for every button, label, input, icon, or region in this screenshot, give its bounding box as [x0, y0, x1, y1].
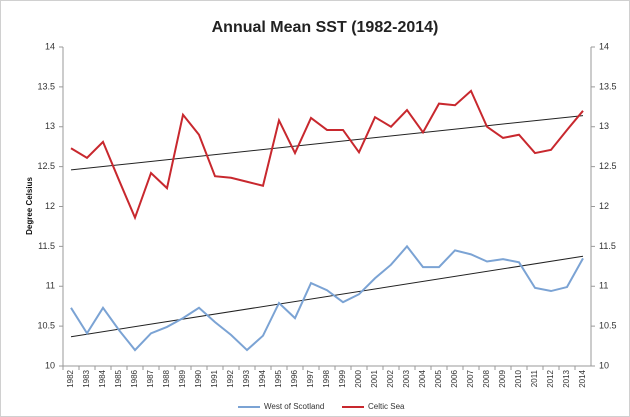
x-tick-label: 1987 [146, 369, 155, 387]
x-tick-label: 2006 [450, 369, 459, 387]
chart-title: Annual Mean SST (1982-2014) [212, 19, 439, 36]
legend-label: Celtic Sea [368, 402, 405, 411]
x-tick-label: 2007 [466, 369, 475, 387]
x-tick-label: 1984 [98, 369, 107, 387]
y2-tick-label: 12.5 [599, 161, 617, 171]
y-axis-label: Degree Celsius [25, 177, 34, 235]
y-tick-label: 12.5 [37, 161, 55, 171]
trendline [70, 255, 584, 338]
y-tick-label: 12 [45, 201, 55, 211]
y-tick-label: 10 [45, 360, 55, 370]
x-tick-label: 1991 [210, 369, 219, 387]
x-tick-label: 1989 [178, 369, 187, 387]
x-tick-label: 1988 [162, 369, 171, 387]
y2-tick-label: 14 [599, 41, 609, 51]
x-tick-label: 1998 [322, 369, 331, 387]
y2-tick-label: 11.5 [599, 241, 616, 251]
series-line [70, 244, 584, 352]
x-tick-label: 2001 [370, 369, 379, 387]
x-tick-label: 2011 [530, 369, 539, 387]
x-tick-label: 1996 [290, 369, 299, 387]
y-tick-label: 11 [46, 281, 55, 291]
x-tick-label: 1985 [114, 369, 123, 387]
y2-tick-label: 11 [599, 281, 608, 291]
x-tick-label: 2014 [578, 369, 587, 387]
x-tick-label: 1982 [66, 369, 75, 387]
x-tick-label: 2000 [354, 369, 363, 387]
y2-tick-label: 12 [599, 201, 609, 211]
x-tick-label: 2004 [418, 369, 427, 387]
y-tick-label: 13 [45, 121, 55, 131]
x-tick-label: 1995 [274, 369, 283, 387]
x-tick-label: 1999 [338, 369, 347, 387]
x-tick-label: 2009 [498, 369, 507, 387]
y2-tick-label: 10 [599, 360, 609, 370]
y-tick-label: 14 [45, 41, 55, 51]
x-tick-label: 2008 [482, 369, 491, 387]
y-tick-label: 11.5 [38, 241, 55, 251]
x-tick-label: 1992 [226, 369, 235, 387]
legend-label: West of Scotland [264, 402, 324, 411]
y2-tick-label: 10.5 [599, 321, 617, 331]
x-tick-label: 2012 [546, 369, 555, 387]
x-tick-label: 1997 [306, 369, 315, 387]
x-tick-label: 2003 [402, 369, 411, 387]
x-tick-label: 1990 [194, 369, 203, 387]
y2-tick-label: 13 [599, 121, 609, 131]
x-tick-label: 1993 [242, 369, 251, 387]
y-tick-label: 13.5 [37, 81, 55, 91]
x-tick-label: 2005 [434, 369, 443, 387]
x-tick-label: 2013 [562, 369, 571, 387]
x-tick-label: 2002 [386, 369, 395, 387]
y2-tick-label: 13.5 [599, 81, 617, 91]
x-tick-label: 1994 [258, 369, 267, 387]
x-tick-label: 1986 [130, 369, 139, 387]
series-line [70, 89, 584, 221]
y-tick-label: 10.5 [37, 321, 55, 331]
trendline [70, 115, 584, 171]
x-tick-label: 2010 [514, 369, 523, 387]
x-tick-label: 1983 [82, 369, 91, 387]
